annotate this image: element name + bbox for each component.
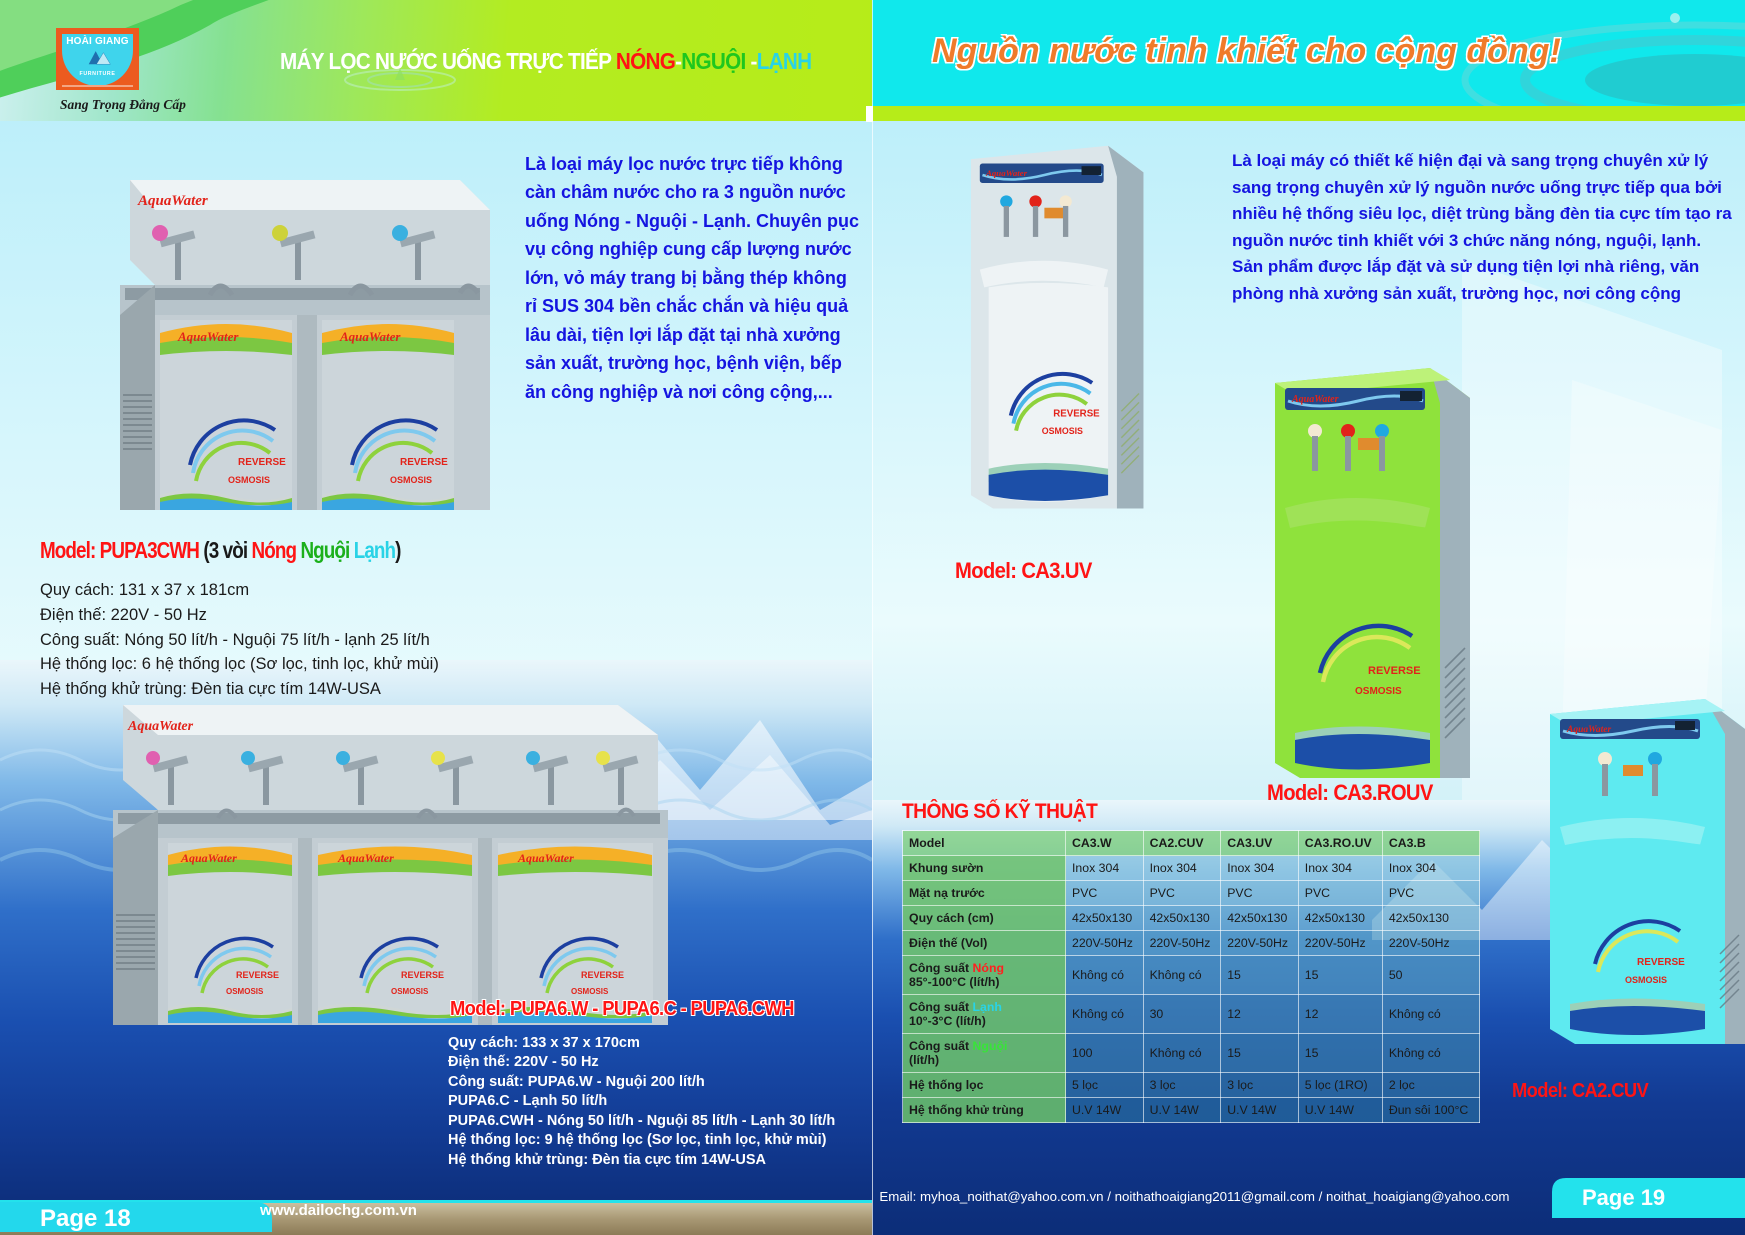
svg-text:AquaWater: AquaWater (180, 851, 237, 865)
svg-text:OSMOSIS: OSMOSIS (226, 987, 264, 996)
svg-text:AquaWater: AquaWater (339, 329, 401, 344)
svg-text:AquaWater: AquaWater (517, 851, 574, 865)
svg-text:OSMOSIS: OSMOSIS (571, 987, 609, 996)
svg-text:Page 18: Page 18 (40, 1205, 131, 1232)
svg-text:AquaWater: AquaWater (137, 193, 208, 209)
svg-text:OSMOSIS: OSMOSIS (391, 987, 429, 996)
svg-text:OSMOSIS: OSMOSIS (390, 475, 432, 485)
svg-text:REVERSE: REVERSE (238, 457, 286, 468)
svg-text:AquaWater: AquaWater (985, 168, 1028, 178)
svg-text:OSMOSIS: OSMOSIS (1042, 426, 1083, 436)
svg-text:REVERSE: REVERSE (1368, 665, 1421, 677)
svg-text:OSMOSIS: OSMOSIS (1355, 686, 1402, 697)
svg-text:REVERSE: REVERSE (1053, 409, 1100, 420)
svg-text:REVERSE: REVERSE (236, 970, 279, 980)
svg-text:OSMOSIS: OSMOSIS (1625, 975, 1667, 985)
svg-text:Page 19: Page 19 (1582, 1185, 1665, 1210)
svg-text:REVERSE: REVERSE (400, 457, 448, 468)
svg-text:REVERSE: REVERSE (1637, 957, 1685, 968)
svg-text:AquaWater: AquaWater (1566, 725, 1611, 735)
svg-text:REVERSE: REVERSE (401, 970, 444, 980)
svg-text:AquaWater: AquaWater (337, 851, 394, 865)
svg-text:AquaWater: AquaWater (1291, 394, 1339, 405)
svg-text:OSMOSIS: OSMOSIS (228, 475, 270, 485)
svg-text:AquaWater: AquaWater (127, 719, 194, 734)
svg-text:AquaWater: AquaWater (177, 329, 239, 344)
svg-text:REVERSE: REVERSE (581, 970, 624, 980)
